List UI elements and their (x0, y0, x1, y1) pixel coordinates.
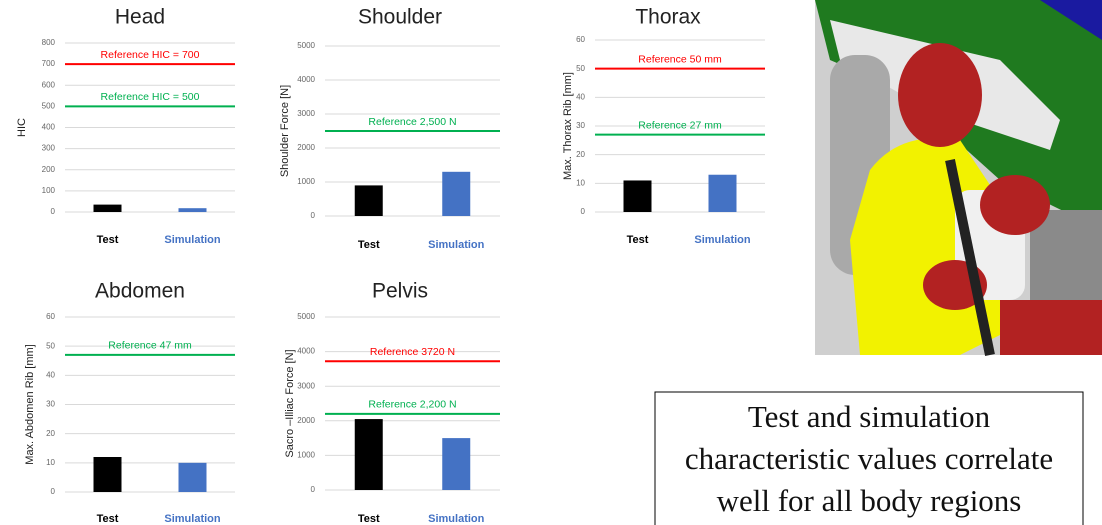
y-tick-label: 100 (42, 186, 56, 195)
y-tick-label: 800 (42, 38, 56, 47)
bar (178, 208, 207, 212)
bar (93, 457, 122, 492)
bar (178, 462, 207, 492)
y-tick-label: 200 (42, 165, 56, 174)
y-tick-label: 0 (51, 207, 56, 216)
y-tick-label: 4000 (297, 347, 315, 356)
reference-label: Reference 50 mm (638, 53, 722, 65)
dummy-photo (815, 0, 1102, 357)
y-tick-label: 500 (42, 101, 56, 110)
y-tick-label: 50 (576, 64, 585, 73)
y-tick-label: 60 (576, 35, 585, 44)
x-tick-label: Simulation (164, 513, 221, 525)
y-tick-label: 30 (576, 121, 585, 130)
y-tick-label: 3000 (297, 381, 315, 390)
y-tick-label: 40 (46, 370, 55, 379)
y-tick-label: 40 (576, 92, 585, 101)
x-tick-label: Simulation (428, 513, 485, 525)
reference-label: Reference 47 mm (108, 340, 192, 352)
x-tick-label: Test (97, 513, 119, 525)
y-tick-label: 10 (46, 458, 55, 467)
caption-line: well for all body regions (717, 483, 1022, 518)
bar (354, 185, 383, 216)
y-tick-label: 2000 (297, 416, 315, 425)
chart-title: Pelvis (372, 280, 428, 303)
bar (442, 438, 471, 490)
y-tick-label: 3000 (297, 109, 315, 118)
y-tick-label: 30 (46, 400, 55, 409)
y-axis-label: HIC (16, 118, 28, 137)
y-tick-label: 0 (581, 207, 586, 216)
y-tick-label: 5000 (297, 41, 315, 50)
y-tick-label: 0 (311, 211, 316, 220)
reference-label: Reference HIC = 700 (101, 49, 200, 61)
y-tick-label: 60 (46, 312, 55, 321)
y-tick-label: 50 (46, 341, 55, 350)
y-tick-label: 300 (42, 144, 56, 153)
y-tick-label: 20 (46, 429, 55, 438)
y-tick-label: 2000 (297, 143, 315, 152)
x-tick-label: Simulation (164, 234, 221, 246)
caption-box (654, 391, 1084, 525)
x-tick-label: Simulation (694, 234, 751, 246)
y-axis-label: Shoulder Force [N] (279, 85, 291, 177)
bar (708, 174, 737, 212)
y-tick-label: 1000 (297, 451, 315, 460)
y-tick-label: 0 (51, 487, 56, 496)
y-tick-label: 400 (42, 123, 56, 132)
y-axis-label: Max. Thorax Rib [mm] (562, 72, 574, 180)
y-tick-label: 10 (576, 178, 585, 187)
x-tick-label: Test (97, 234, 119, 246)
y-tick-label: 0 (311, 485, 316, 494)
caption-line: characteristic values correlate (685, 441, 1053, 476)
x-tick-label: Simulation (428, 239, 485, 251)
x-tick-label: Test (627, 234, 649, 246)
x-tick-label: Test (358, 239, 380, 251)
bar (442, 171, 471, 216)
y-tick-label: 5000 (297, 312, 315, 321)
chart-title: Abdomen (95, 280, 185, 303)
bar (354, 419, 383, 490)
y-axis-label: Max. Abdomen Rib [mm] (24, 344, 36, 464)
y-axis-label: Sacro –Illiac Force [N] (284, 349, 296, 457)
reference-label: Reference 3720 N (370, 346, 455, 358)
y-tick-label: 600 (42, 80, 56, 89)
chart-title: Thorax (635, 6, 701, 29)
x-tick-label: Test (358, 513, 380, 525)
chart-title: Head (115, 6, 165, 29)
y-tick-label: 1000 (297, 177, 315, 186)
reference-label: Reference 27 mm (638, 119, 722, 131)
chart-title: Shoulder (358, 6, 442, 29)
caption-line: Test and simulation (748, 399, 991, 434)
reference-label: Reference HIC = 500 (101, 91, 200, 103)
reference-label: Reference 2,200 N (368, 399, 456, 411)
bar (623, 180, 652, 212)
y-tick-label: 4000 (297, 75, 315, 84)
y-tick-label: 20 (576, 150, 585, 159)
y-tick-label: 700 (42, 59, 56, 68)
reference-label: Reference 2,500 N (368, 116, 456, 128)
bar (93, 204, 122, 212)
